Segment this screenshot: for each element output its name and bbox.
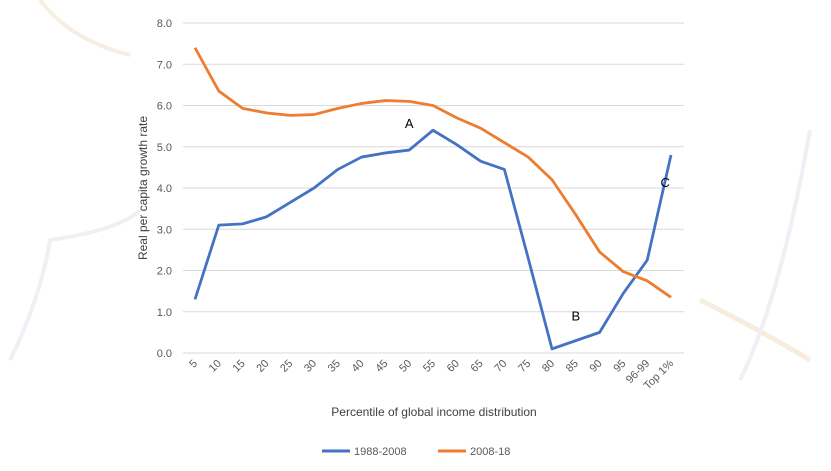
- x-tick-label: 65: [469, 358, 486, 375]
- x-tick-label: 25: [278, 358, 295, 375]
- legend-label-1988-2008: 1988-2008: [354, 446, 407, 458]
- x-tick-label: 80: [540, 358, 557, 375]
- x-tick-label: 40: [350, 358, 367, 375]
- y-tick-label: 3.0: [157, 224, 172, 236]
- x-tick-label: 45: [373, 358, 390, 375]
- y-tick-label: 0.0: [157, 348, 172, 360]
- series-line-1988-2008: [193, 128, 673, 351]
- x-tick-label: 75: [516, 358, 533, 375]
- x-tick-label: 95: [611, 358, 628, 375]
- legend-label-2008-18: 2008-18: [470, 446, 510, 458]
- x-axis-label: Percentile of global income distribution: [331, 405, 536, 419]
- x-tick-label: 35: [326, 358, 343, 375]
- y-tick-label: 5.0: [157, 142, 172, 154]
- background-decoration: [8, 0, 812, 381]
- x-tick-label: 50: [397, 358, 414, 375]
- y-tick-label: 4.0: [157, 183, 172, 195]
- y-tick-label: 1.0: [157, 307, 172, 319]
- y-axis-label: Real per capita growth rate: [136, 116, 150, 260]
- x-tick-label: 60: [445, 358, 462, 375]
- x-tick-label: 20: [254, 358, 271, 375]
- x-tick-label: 5: [187, 358, 200, 371]
- x-tick-label: 55: [421, 358, 438, 375]
- y-tick-label: 7.0: [157, 59, 172, 71]
- annotation-B: B: [571, 309, 580, 324]
- x-tick-label: 10: [207, 358, 224, 375]
- series-line-2008-18: [193, 47, 672, 299]
- x-tick-label: 30: [302, 358, 319, 375]
- legend: 1988-2008 2008-18: [322, 446, 510, 458]
- x-tick-label: 70: [492, 358, 509, 375]
- x-tick-label: 15: [231, 358, 248, 375]
- annotation-A: A: [405, 116, 414, 131]
- y-tick-label: 6.0: [157, 101, 172, 113]
- x-tick-label: 85: [564, 358, 581, 375]
- annotation-C: C: [661, 175, 670, 190]
- y-tick-label: 8.0: [157, 18, 172, 30]
- y-tick-label: 2.0: [157, 266, 172, 278]
- x-tick-label: 90: [588, 358, 605, 375]
